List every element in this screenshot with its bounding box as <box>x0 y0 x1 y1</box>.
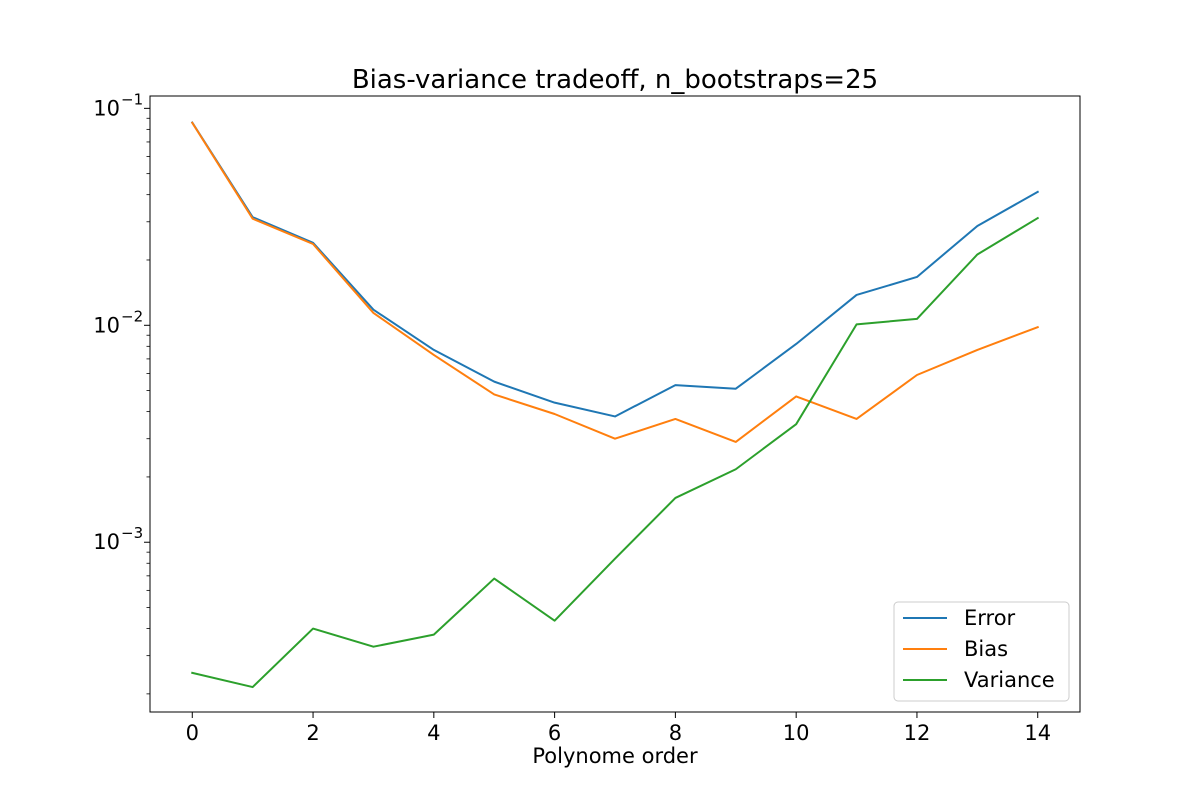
legend-label-variance: Variance <box>964 668 1055 692</box>
x-axis-label: Polynome order <box>532 744 698 768</box>
series-line-bias <box>190 121 1040 443</box>
y-tick-label: 10 <box>93 530 120 554</box>
x-tick-label: 10 <box>783 721 810 745</box>
series-line-variance <box>191 216 1040 689</box>
axes-frame <box>149 95 1081 713</box>
x-tick-label: 12 <box>904 721 931 745</box>
legend-box <box>893 601 1070 702</box>
legend-label-error: Error <box>964 606 1016 630</box>
x-tick-label: 6 <box>548 721 561 745</box>
x-tick-label: 2 <box>306 721 319 745</box>
x-tick-label: 14 <box>1024 721 1051 745</box>
legend-label-bias: Bias <box>964 637 1008 661</box>
y-tick-label-exponent: −3 <box>121 524 143 542</box>
chart-title: Bias-variance tradeoff, n_bootstraps=25 <box>352 65 878 95</box>
y-tick-label: 10 <box>93 313 120 337</box>
y-tick-label-exponent: −2 <box>121 307 143 325</box>
y-tick-label-exponent: −1 <box>121 90 143 108</box>
x-tick-label: 8 <box>669 721 682 745</box>
series-line-error <box>190 121 1040 418</box>
x-tick-label: 4 <box>427 721 440 745</box>
x-tick-label: 0 <box>186 721 199 745</box>
y-tick-label: 10 <box>93 96 120 120</box>
